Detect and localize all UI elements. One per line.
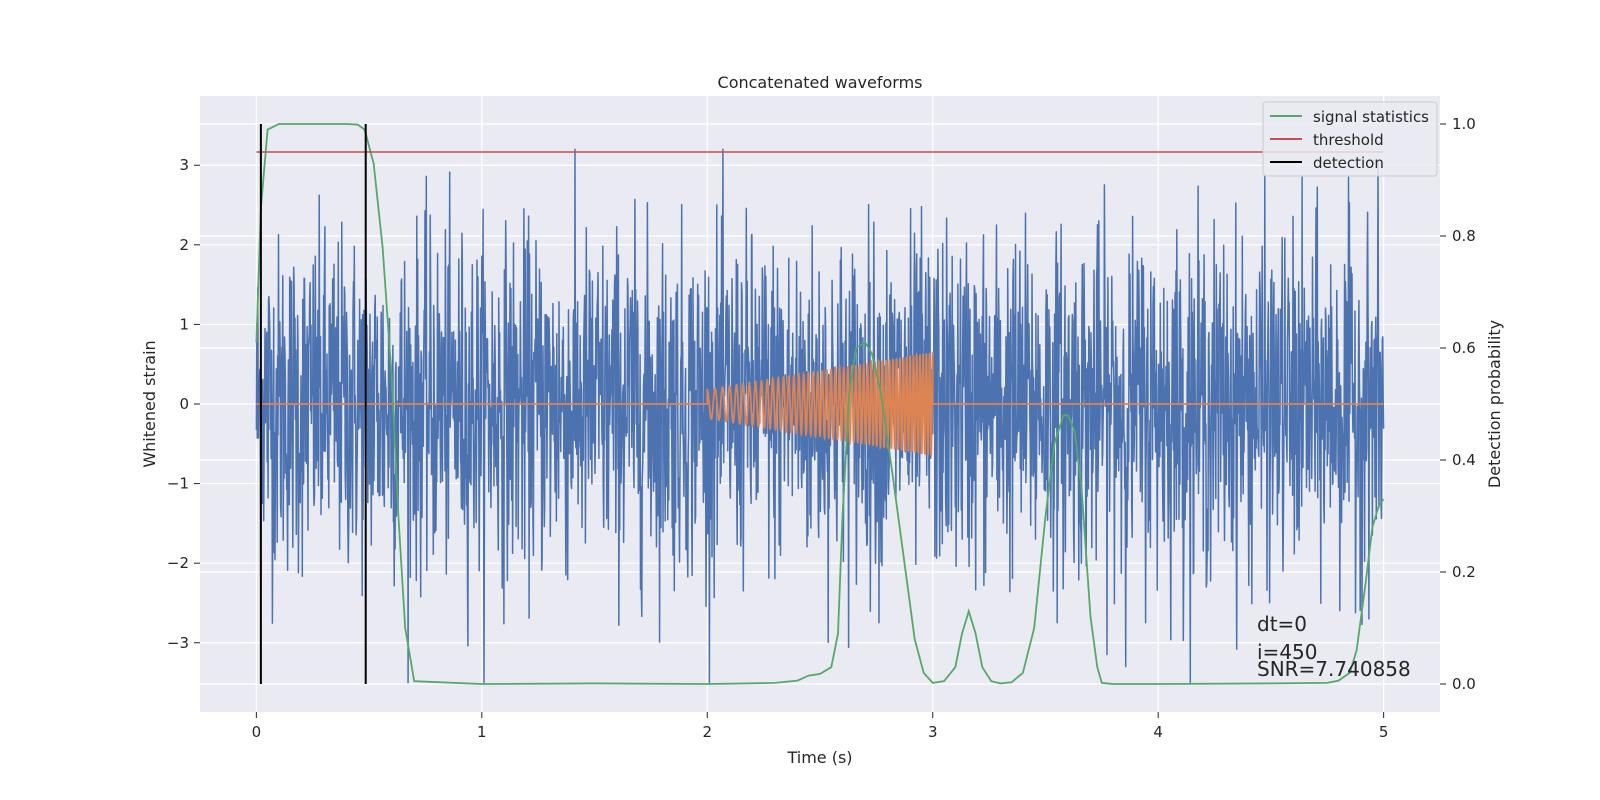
y-tick-label: 0 [179, 395, 189, 413]
y2-tick-label: 1.0 [1452, 115, 1476, 133]
legend: signal statistics threshold detection [1262, 101, 1438, 177]
y-tick-label: −3 [167, 634, 189, 652]
series-signal-statistics-line [255, 123, 1385, 685]
annotation-block: dt=0 i=450 SNR=7.740858 [1257, 612, 1411, 681]
y2-tick-label: 0.8 [1452, 227, 1476, 245]
y2-tick-label: 0.4 [1452, 451, 1476, 469]
x-tick-label: 2 [702, 723, 712, 741]
legend-label-detection: detection [1313, 154, 1384, 172]
y-axis-label: Whitened strain [140, 340, 159, 467]
y2-tick-label: 0.2 [1452, 563, 1476, 581]
legend-box [1262, 101, 1438, 177]
x-tick-label: 5 [1379, 723, 1389, 741]
y-axis-ticks: −3 −2 −1 0 1 2 3 [167, 156, 200, 652]
y-tick-label: 1 [179, 315, 189, 333]
annotation-snr: SNR=7.740858 [1257, 657, 1411, 681]
x-axis-ticks: 0 1 2 3 4 5 [252, 712, 1389, 741]
plot-layer [255, 123, 1385, 685]
x-tick-label: 1 [477, 723, 487, 741]
y-tick-label: −2 [167, 554, 189, 572]
x-tick-label: 3 [928, 723, 938, 741]
legend-label-signal-statistics: signal statistics [1313, 108, 1429, 126]
y2-axis-ticks: 0.0 0.2 0.4 0.6 0.8 1.0 [1440, 115, 1476, 693]
x-tick-label: 4 [1153, 723, 1163, 741]
chart-title: Concatenated waveforms [718, 73, 923, 92]
series-detection-lines [259, 124, 367, 684]
annotation-dt: dt=0 [1257, 612, 1307, 636]
y-tick-label: −1 [167, 475, 189, 493]
x-tick-label: 0 [252, 723, 262, 741]
y-tick-label: 3 [179, 156, 189, 174]
series-chirp-line [256, 351, 1384, 456]
y-tick-label: 2 [179, 236, 189, 254]
legend-label-threshold: threshold [1313, 131, 1384, 149]
annotation-index: i=450 [1257, 640, 1318, 664]
y2-tick-label: 0.6 [1452, 339, 1476, 357]
y2-tick-label: 0.0 [1452, 675, 1476, 693]
y2-axis-label: Detection probability [1485, 320, 1504, 488]
x-axis-label: Time (s) [786, 748, 852, 767]
